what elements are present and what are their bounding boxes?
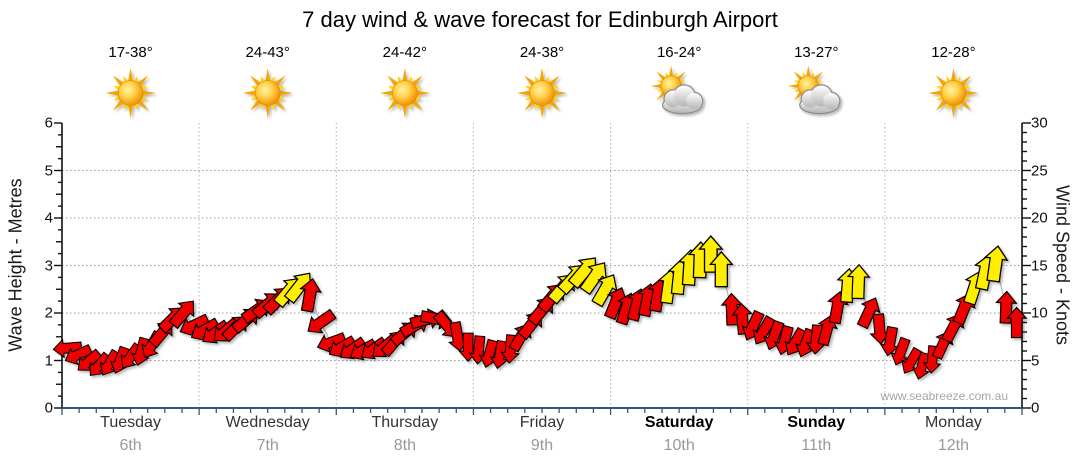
right-axis-tick-label: 15 <box>1031 257 1048 274</box>
wind-arrow <box>130 336 150 367</box>
left-axis-tick-label: 2 <box>44 304 53 322</box>
weather-icons <box>105 65 979 118</box>
temp-range: 16-24° <box>656 44 702 61</box>
wind-arrow <box>890 336 911 366</box>
temp-range: 24-43° <box>245 44 290 61</box>
right-axis-tick-label: 10 <box>1031 304 1048 322</box>
temp-range: 24-42° <box>382 44 428 61</box>
day-name: Tuesday <box>100 414 161 431</box>
axes <box>54 122 1031 415</box>
left-axis-tick-label: 1 <box>44 352 53 369</box>
temp-range: 13-27° <box>794 44 839 61</box>
sun-cloud-icon <box>650 65 704 115</box>
sun-icon <box>517 68 567 118</box>
right-axis-tick-label: 25 <box>1031 162 1048 179</box>
wind-arrow <box>1005 306 1028 339</box>
temp-range: 17-38° <box>108 44 153 61</box>
wind-arrow <box>168 300 195 330</box>
day-date: 11th <box>801 437 832 454</box>
left-axis-tick-label: 0 <box>44 399 53 417</box>
sun-icon <box>928 68 979 118</box>
right-axis-tick-label: 0 <box>1031 399 1040 417</box>
right-axis-tick-label: 5 <box>1031 352 1040 369</box>
left-axis-tick-label: 6 <box>44 114 53 132</box>
day-date: 8th <box>393 437 416 454</box>
day-name: Monday <box>924 414 982 431</box>
wind-arrow <box>299 277 323 313</box>
sun-cloud-icon <box>787 65 841 115</box>
day-name: Saturday <box>644 414 714 431</box>
wind-arrow <box>856 297 881 330</box>
day-date: 10th <box>663 437 695 454</box>
day-name: Sunday <box>787 414 846 431</box>
day-name: Friday <box>519 414 565 431</box>
wind-arrows <box>52 235 1028 380</box>
wind-arrow <box>817 315 838 347</box>
left-axis-tick-label: 3 <box>44 257 53 274</box>
left-axis-tick-label: 5 <box>44 162 53 179</box>
right-axis-tick-label: 30 <box>1031 114 1048 132</box>
day-name: Wednesday <box>225 414 310 431</box>
left-axis-tick-label: 4 <box>44 209 53 227</box>
day-date: 6th <box>119 437 142 454</box>
chart-title: 7 day wind & wave forecast for Edinburgh… <box>302 7 778 32</box>
gridlines <box>62 123 1022 408</box>
wind-arrow <box>307 308 337 334</box>
wind-arrow <box>846 263 871 300</box>
sun-icon <box>105 68 156 118</box>
right-axis-tick-label: 20 <box>1031 209 1048 227</box>
wind-arrow <box>983 245 1009 283</box>
sun-icon <box>242 68 293 118</box>
sun-icon <box>379 68 430 118</box>
wind-arrow <box>52 338 83 359</box>
day-date: 7th <box>256 437 279 454</box>
wind-arrow <box>708 250 734 288</box>
day-date: 9th <box>530 437 554 454</box>
temp-range: 12-28° <box>931 44 976 61</box>
day-name: Thursday <box>371 414 439 431</box>
watermark: www.seabreeze.com.au <box>880 389 1008 403</box>
wind-arrow <box>911 351 931 380</box>
temp-range: 24-38° <box>519 44 565 61</box>
day-date: 12th <box>937 437 969 454</box>
wind-arrow <box>64 343 93 366</box>
